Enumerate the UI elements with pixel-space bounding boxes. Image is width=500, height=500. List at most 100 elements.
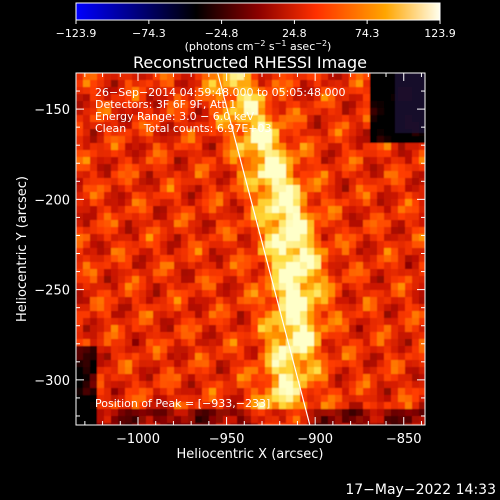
heatmap-cell [244, 402, 252, 410]
heatmap-cell [167, 122, 175, 130]
heatmap-cell [146, 115, 154, 123]
heatmap-cell [237, 94, 245, 102]
heatmap-cell [160, 73, 168, 81]
heatmap-cell [216, 283, 224, 291]
heatmap-cell [370, 388, 378, 396]
heatmap-cell [223, 402, 231, 410]
heatmap-cell [181, 185, 189, 193]
heatmap-cell [258, 227, 266, 235]
colorbar-tick-label: −24.8 [205, 27, 239, 40]
heatmap-cell [405, 276, 413, 284]
heatmap-cell [258, 388, 266, 396]
heatmap-cell [90, 136, 98, 144]
heatmap-cell [265, 136, 273, 144]
heatmap-cell [195, 178, 203, 186]
heatmap-cell [223, 318, 231, 326]
heatmap-cell [258, 269, 266, 277]
heatmap-cell [244, 297, 252, 305]
heatmap-cell [328, 395, 336, 403]
heatmap-cell [398, 367, 406, 375]
heatmap-cell [251, 311, 259, 319]
heatmap-cell [349, 136, 357, 144]
heatmap-cell [272, 360, 280, 368]
heatmap-cell [244, 150, 252, 158]
heatmap-cell [188, 157, 196, 165]
heatmap-cell [272, 283, 280, 291]
heatmap-cell [272, 199, 280, 207]
heatmap-cell [167, 388, 175, 396]
heatmap-cell [244, 276, 252, 284]
heatmap-cell [412, 136, 420, 144]
heatmap-cell [167, 416, 175, 424]
heatmap-cell [251, 262, 259, 270]
heatmap-cell [279, 213, 287, 221]
heatmap-cell [223, 311, 231, 319]
heatmap-cell [209, 346, 217, 354]
heatmap-cell [153, 94, 161, 102]
heatmap-cell [90, 164, 98, 172]
heatmap-cell [279, 248, 287, 256]
heatmap-cell [216, 276, 224, 284]
heatmap-cell [195, 213, 203, 221]
heatmap-cell [258, 416, 266, 424]
heatmap-cell [370, 283, 378, 291]
heatmap-cell [391, 115, 399, 123]
heatmap-cell [97, 255, 105, 263]
heatmap-cell [160, 381, 168, 389]
heatmap-cell [146, 374, 154, 382]
heatmap-cell [363, 402, 371, 410]
heatmap-cell [90, 311, 98, 319]
heatmap-cell [398, 262, 406, 270]
heatmap-cell [272, 409, 280, 417]
heatmap-cell [258, 220, 266, 228]
heatmap-cell [132, 178, 140, 186]
heatmap-cell [314, 150, 322, 158]
heatmap-cell [90, 409, 98, 417]
heatmap-cell [279, 332, 287, 340]
heatmap-cell [286, 157, 294, 165]
heatmap-cell [90, 150, 98, 158]
heatmap-cell [188, 374, 196, 382]
heatmap-cell [251, 143, 259, 151]
heatmap-cell [307, 374, 315, 382]
heatmap-cell [153, 220, 161, 228]
heatmap-cell [153, 367, 161, 375]
heatmap-cell [384, 241, 392, 249]
heatmap-cell [104, 213, 112, 221]
heatmap-cell [377, 353, 385, 361]
heatmap-cell [160, 318, 168, 326]
heatmap-cell [153, 136, 161, 144]
heatmap-cell [398, 248, 406, 256]
heatmap-cell [209, 122, 217, 130]
heatmap-cell [174, 360, 182, 368]
heatmap-cell [314, 192, 322, 200]
heatmap-cell [265, 325, 273, 333]
heatmap-cell [321, 262, 329, 270]
heatmap-cell [265, 213, 273, 221]
heatmap-cell [342, 87, 350, 95]
heatmap-cell [146, 276, 154, 284]
heatmap-cell [279, 297, 287, 305]
heatmap-cell [307, 297, 315, 305]
heatmap-cell [300, 87, 308, 95]
heatmap-cell [146, 136, 154, 144]
heatmap-cell [174, 234, 182, 242]
heatmap-cell [223, 164, 231, 172]
heatmap-cell [328, 241, 336, 249]
heatmap-cell [335, 353, 343, 361]
heatmap-cell [174, 220, 182, 228]
heatmap-cell [321, 346, 329, 354]
heatmap-cell [307, 262, 315, 270]
heatmap-cell [174, 248, 182, 256]
heatmap-cell [265, 395, 273, 403]
heatmap-cell [76, 395, 84, 403]
heatmap-cell [335, 227, 343, 235]
heatmap-cell [118, 276, 126, 284]
heatmap-cell [202, 227, 210, 235]
heatmap-cell [412, 346, 420, 354]
heatmap-cell [251, 192, 259, 200]
heatmap-cell [146, 213, 154, 221]
heatmap-cell [314, 423, 322, 425]
heatmap-cell [300, 185, 308, 193]
heatmap-cell [132, 381, 140, 389]
